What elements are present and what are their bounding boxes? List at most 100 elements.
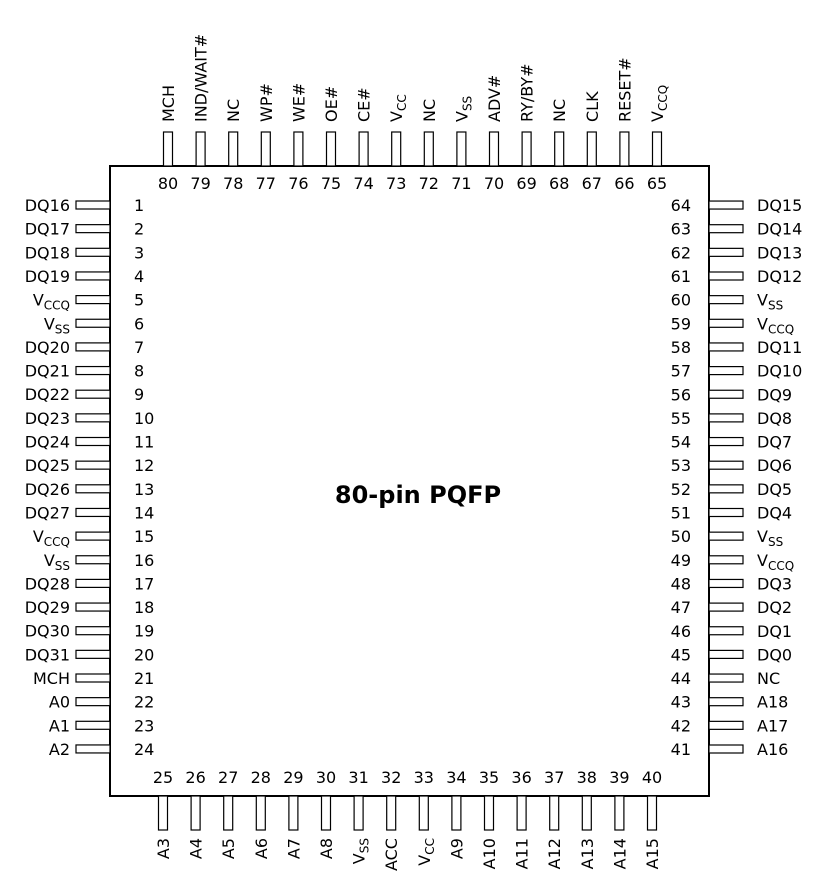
pin-76: 76 WE#	[288, 83, 308, 193]
pin-label: MCH	[33, 669, 70, 688]
pin-label: DQ0	[757, 645, 792, 664]
pin-lead	[708, 318, 744, 328]
pin-35: 35 A10	[479, 768, 499, 869]
pin-lead	[708, 602, 744, 612]
pin-29: 29 A7	[283, 768, 303, 859]
pin-number: 12	[134, 456, 154, 475]
pin-number: 36	[511, 768, 531, 787]
pin-label: DQ24	[25, 433, 70, 452]
pin-number: 59	[671, 314, 691, 333]
pin-70: 70 ADV#	[484, 75, 504, 193]
pin-lead	[708, 271, 744, 281]
pin-lead	[75, 531, 111, 541]
pin-68: 68 NC	[549, 99, 569, 193]
pin-69: 69 RY/BY#	[516, 63, 536, 193]
pin-26: 26 A4	[185, 768, 205, 859]
pin-label: VCCQ	[648, 85, 670, 122]
pin-number: 32	[381, 768, 401, 787]
pin-number: 67	[582, 174, 602, 193]
pin-lead	[549, 795, 560, 831]
pin-4: DQ19 4	[25, 267, 144, 286]
pin-33: 33 VCC	[414, 768, 437, 866]
pin-label: DQ22	[25, 385, 70, 404]
pin-number: 50	[671, 527, 691, 546]
pin-lead	[708, 366, 744, 376]
pin-number: 58	[671, 338, 691, 357]
pin-number: 34	[446, 768, 466, 787]
pin-label: A6	[252, 838, 271, 859]
pin-lead	[75, 602, 111, 612]
pin-lead	[554, 131, 565, 167]
pin-number: 48	[671, 574, 691, 593]
pin-number: 25	[153, 768, 173, 787]
pin-label: CE#	[355, 87, 374, 122]
pin-61: DQ12 61	[671, 267, 803, 286]
pin-lead	[75, 224, 111, 234]
pin-number: 16	[134, 551, 154, 570]
pin-lead	[708, 460, 744, 470]
pin-19: DQ30 19	[25, 622, 155, 641]
pin-label: DQ9	[757, 385, 792, 404]
pin-number: 3	[134, 243, 144, 262]
pin-number: 68	[549, 174, 569, 193]
pin-lead	[223, 795, 234, 831]
pin-lead	[325, 131, 337, 167]
pin-number: 40	[642, 768, 662, 787]
pin-label: NC	[420, 99, 439, 122]
pin-label: A11	[513, 838, 532, 869]
pin-number: 6	[134, 314, 144, 333]
top-pin-row: 65 VCCQ 66 RESET# 67 CLK 68 NC 69 RY/BY# 70 ADV# 71 V…	[158, 34, 670, 193]
pin-lead	[358, 131, 369, 167]
pin-label: DQ21	[25, 362, 70, 381]
pin-label: VCCQ	[33, 527, 70, 549]
pin-label: A17	[757, 716, 788, 735]
pin-lead	[521, 131, 532, 167]
pin-30: 30 A8	[316, 768, 336, 859]
pin-lead	[75, 744, 111, 754]
pin-lead	[708, 531, 744, 541]
pin-number: 65	[647, 174, 667, 193]
pin-20: DQ31 20	[25, 645, 155, 664]
pin-label: VSS	[757, 527, 783, 549]
pin-52: DQ5 52	[671, 480, 792, 499]
pin-number: 53	[671, 456, 691, 475]
bottom-pin-row: 25A326A427A528A629A730A831VSS32ACC33VCC3…	[153, 768, 662, 871]
pin-49: VCCQ 49	[671, 551, 795, 573]
pin-number: 35	[479, 768, 499, 787]
pin-44: NC 44	[671, 669, 781, 688]
pin-58: DQ11 58	[671, 338, 803, 357]
pin-label: DQ30	[25, 622, 70, 641]
pin-number: 43	[671, 693, 691, 712]
pin-number: 21	[134, 669, 154, 688]
pin-1: DQ16 1	[25, 196, 144, 215]
pin-17: DQ28 17	[25, 574, 155, 593]
pin-number: 29	[283, 768, 303, 787]
pin-label: ACC	[382, 838, 401, 871]
pin-3: DQ18 3	[25, 243, 144, 262]
pin-number: 61	[671, 267, 691, 286]
pin-lead	[619, 131, 630, 167]
pin-label: VSS	[350, 838, 372, 864]
pin-label: VSS	[452, 96, 474, 122]
pin-34: 34 A9	[446, 768, 466, 859]
pin-lead	[586, 131, 597, 167]
pin-lead	[75, 436, 111, 447]
pin-lead	[418, 795, 429, 831]
pin-lead	[255, 795, 266, 831]
pin-label: A15	[643, 838, 662, 869]
pin-56: DQ9 56	[671, 385, 792, 404]
pin-lead	[708, 295, 744, 305]
pin-label: NC	[224, 99, 243, 122]
pin-label: VSS	[757, 291, 783, 313]
pin-lead	[708, 626, 744, 636]
pin-66: 66 RESET#	[614, 57, 634, 193]
pin-number: 52	[671, 480, 691, 499]
pin-label: A16	[757, 740, 788, 759]
pin-lead	[75, 271, 111, 281]
pin-36: 36 A11	[511, 768, 531, 869]
pin-label: VCCQ	[757, 314, 794, 336]
pin-lead	[75, 720, 111, 730]
pin-59: VCCQ 59	[671, 314, 795, 336]
pin-lead	[75, 507, 111, 518]
